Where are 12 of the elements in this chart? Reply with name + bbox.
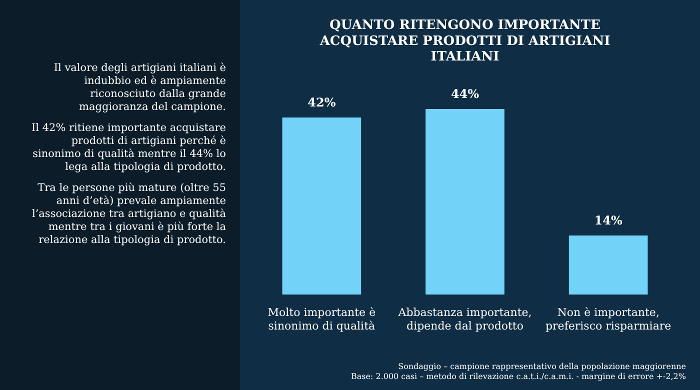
x-tick-label: Abbastanza importante, dipende dal prodotto xyxy=(397,306,532,332)
chart-title: QUANTO RITENGONO IMPORTANTE ACQUISTARE PRODOTTI DI ARTIGIANI ITALIANI xyxy=(318,18,610,64)
data-label: 44% xyxy=(450,87,480,102)
text: Il valore degli artigiani italiani è indubbio ed è ampiamente riconosciuto dalla grande maggioranza del campione. xyxy=(52,62,226,114)
x-tick-label: Molto importante è sinonimo di qualità xyxy=(268,306,376,332)
text: Sondaggio – campione rappresentativo della popolazione maggiorenne xyxy=(397,362,686,372)
text: Base: 2.000 casi – metodo di rilevazione c.a.t.i./c.a.m.i. - margine di errore +-2,2% xyxy=(351,372,686,382)
text: Il 42% ritiene importante acquistare prodotti di artigiani perché è sinonimo di qualità mentre il 44% lo lega alla tipologia di prodotto. xyxy=(30,122,226,174)
text: Tra le persone più mature (oltre 55 anni d’età) prevale ampiamente l’associazione tra artigiano e qualità mentre tra i giovani è più forte la relazione alla tipologia di prodotto. xyxy=(30,182,226,247)
data-label: 42% xyxy=(308,96,336,110)
x-tick-label: Non è importante, preferisco risparmiare xyxy=(546,306,672,332)
data-label: 14% xyxy=(594,214,623,228)
